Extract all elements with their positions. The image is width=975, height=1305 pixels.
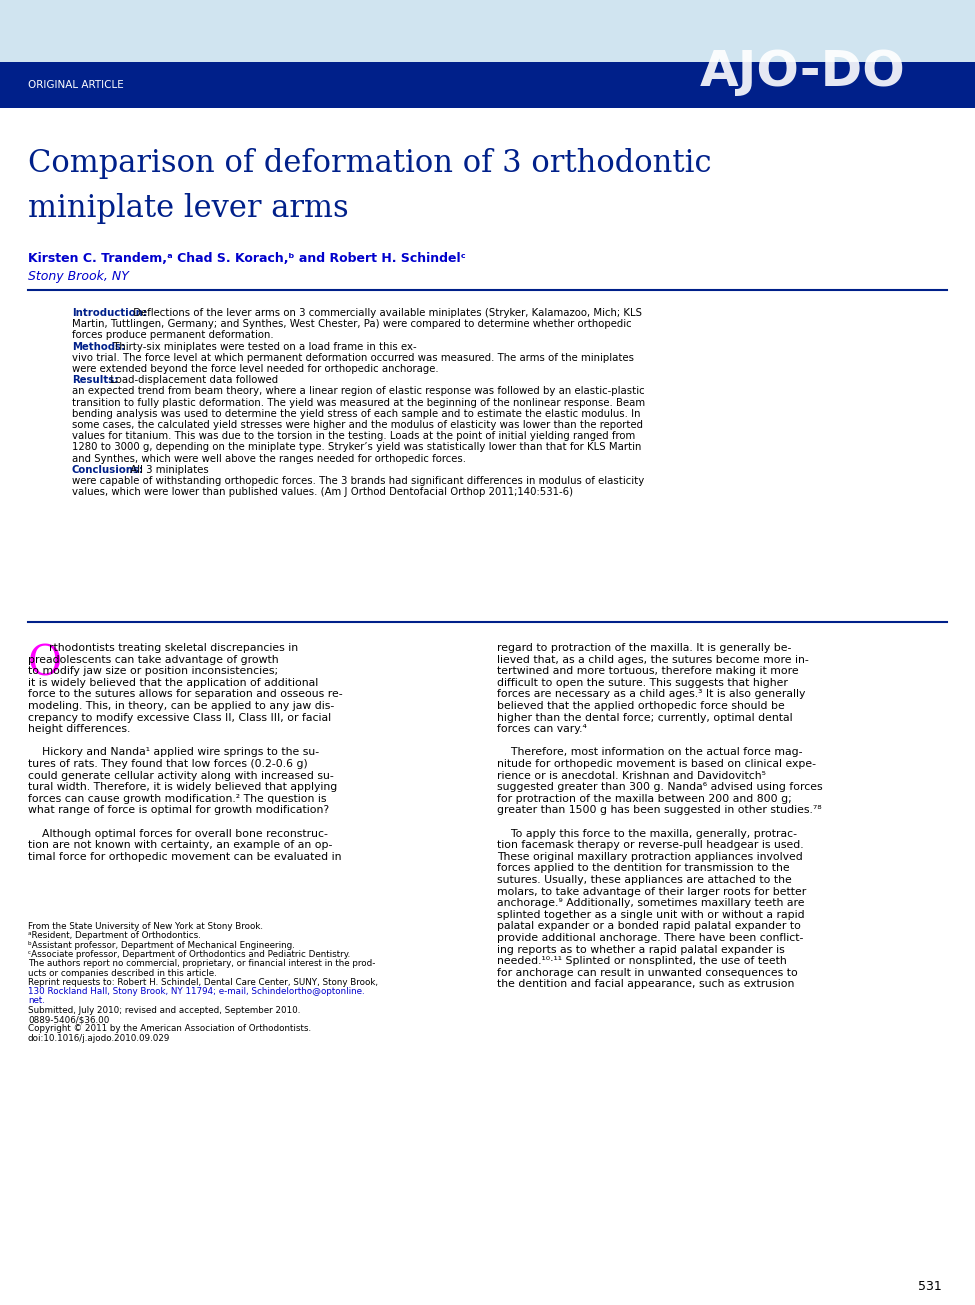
Text: bending analysis was used to determine the yield stress of each sample and to es: bending analysis was used to determine t… [72,408,641,419]
Text: to modify jaw size or position inconsistencies;: to modify jaw size or position inconsist… [28,666,278,676]
Text: provide additional anchorage. There have been conflict-: provide additional anchorage. There have… [497,933,803,944]
Text: it is widely believed that the application of additional: it is widely believed that the applicati… [28,677,318,688]
Text: Martin, Tuttlingen, Germany; and Synthes, West Chester, Pa) were compared to det: Martin, Tuttlingen, Germany; and Synthes… [72,320,632,329]
Text: miniplate lever arms: miniplate lever arms [28,193,349,224]
Text: needed.¹⁰·¹¹ Splinted or nonsplinted, the use of teeth: needed.¹⁰·¹¹ Splinted or nonsplinted, th… [497,957,787,966]
Text: tural width. Therefore, it is widely believed that applying: tural width. Therefore, it is widely bel… [28,782,337,792]
Text: forces produce permanent deformation.: forces produce permanent deformation. [72,330,277,341]
Text: timal force for orthopedic movement can be evaluated in: timal force for orthopedic movement can … [28,852,341,861]
Text: Results:: Results: [72,376,118,385]
Text: forces are necessary as a child ages.³ It is also generally: forces are necessary as a child ages.³ I… [497,689,805,699]
Text: values, which were lower than published values. (Am J Orthod Dentofacial Orthop : values, which were lower than published … [72,487,573,497]
Text: molars, to take advantage of their larger roots for better: molars, to take advantage of their large… [497,886,806,897]
Text: tertwined and more tortuous, therefore making it more: tertwined and more tortuous, therefore m… [497,666,799,676]
Text: for protraction of the maxilla between 200 and 800 g;: for protraction of the maxilla between 2… [497,793,792,804]
Text: Conclusions:: Conclusions: [72,465,144,475]
Text: Introduction:: Introduction: [72,308,147,318]
Text: 531: 531 [918,1280,942,1293]
Text: crepancy to modify excessive Class II, Class III, or facial: crepancy to modify excessive Class II, C… [28,713,332,723]
Text: Kirsten C. Trandem,ᵃ Chad S. Korach,ᵇ and Robert H. Schindelᶜ: Kirsten C. Trandem,ᵃ Chad S. Korach,ᵇ an… [28,252,466,265]
Text: palatal expander or a bonded rapid palatal expander to: palatal expander or a bonded rapid palat… [497,921,800,932]
Text: forces can cause growth modification.² The question is: forces can cause growth modification.² T… [28,793,327,804]
Text: rthodontists treating skeletal discrepancies in: rthodontists treating skeletal discrepan… [49,643,298,652]
Text: ucts or companies described in this article.: ucts or companies described in this arti… [28,968,216,977]
Text: From the State University of New York at Stony Brook.: From the State University of New York at… [28,923,263,930]
Text: splinted together as a single unit with or without a rapid: splinted together as a single unit with … [497,910,804,920]
Text: Reprint requests to: Robert H. Schindel, Dental Care Center, SUNY, Stony Brook,: Reprint requests to: Robert H. Schindel,… [28,977,378,987]
Text: All 3 miniplates: All 3 miniplates [127,465,209,475]
Text: vivo trial. The force level at which permanent deformation occurred was measured: vivo trial. The force level at which per… [72,352,634,363]
Text: tion facemask therapy or reverse-pull headgear is used.: tion facemask therapy or reverse-pull he… [497,840,803,850]
Text: lieved that, as a child ages, the sutures become more in-: lieved that, as a child ages, the suture… [497,655,808,664]
Text: and Synthes, which were well above the ranges needed for orthopedic forces.: and Synthes, which were well above the r… [72,454,469,463]
Text: forces applied to the dentition for transmission to the: forces applied to the dentition for tran… [497,864,790,873]
Text: force to the sutures allows for separation and osseous re-: force to the sutures allows for separati… [28,689,342,699]
Text: believed that the applied orthopedic force should be: believed that the applied orthopedic for… [497,701,785,711]
Text: O: O [28,642,62,684]
Text: To apply this force to the maxilla, generally, protrac-: To apply this force to the maxilla, gene… [497,829,797,839]
Text: net.: net. [28,997,45,1005]
Text: greater than 1500 g has been suggested in other studies.⁷⁸: greater than 1500 g has been suggested i… [497,805,822,816]
Text: ᶜAssociate professor, Department of Orthodontics and Pediatric Dentistry.: ᶜAssociate professor, Department of Orth… [28,950,350,959]
Text: rience or is anecdotal. Krishnan and Davidovitch⁵: rience or is anecdotal. Krishnan and Dav… [497,770,766,780]
Text: were capable of withstanding orthopedic forces. The 3 brands had significant dif: were capable of withstanding orthopedic … [72,476,644,485]
Text: ᵇAssistant professor, Department of Mechanical Engineering.: ᵇAssistant professor, Department of Mech… [28,941,294,950]
Text: These original maxillary protraction appliances involved: These original maxillary protraction app… [497,852,802,861]
Text: some cases, the calculated yield stresses were higher and the modulus of elastic: some cases, the calculated yield stresse… [72,420,643,431]
Text: transition to fully plastic deformation. The yield was measured at the beginning: transition to fully plastic deformation.… [72,398,645,407]
Text: were extended beyond the force level needed for orthopedic anchorage.: were extended beyond the force level nee… [72,364,442,375]
Text: Deflections of the lever arms on 3 commercially available miniplates (Stryker, K: Deflections of the lever arms on 3 comme… [130,308,642,318]
Text: Load-displacement data followed: Load-displacement data followed [107,376,278,385]
Text: Thirty-six miniplates were tested on a load frame in this ex-: Thirty-six miniplates were tested on a l… [110,342,416,351]
Text: ing reports as to whether a rapid palatal expander is: ing reports as to whether a rapid palata… [497,945,785,954]
Text: ORIGINAL ARTICLE: ORIGINAL ARTICLE [28,80,124,90]
Text: Hickory and Nanda¹ applied wire springs to the su-: Hickory and Nanda¹ applied wire springs … [28,748,319,757]
Text: ᵃResident, Department of Orthodontics.: ᵃResident, Department of Orthodontics. [28,932,201,941]
Text: nitude for orthopedic movement is based on clinical expe-: nitude for orthopedic movement is based … [497,760,816,769]
Text: tion are not known with certainty, an example of an op-: tion are not known with certainty, an ex… [28,840,332,850]
Text: Although optimal forces for overall bone reconstruc-: Although optimal forces for overall bone… [28,829,328,839]
Text: doi:10.1016/j.ajodo.2010.09.029: doi:10.1016/j.ajodo.2010.09.029 [28,1034,171,1043]
Text: could generate cellular activity along with increased su-: could generate cellular activity along w… [28,770,333,780]
Bar [0,0,975,63]
Text: values for titanium. This was due to the torsion in the testing. Loads at the po: values for titanium. This was due to the… [72,431,636,441]
Text: Copyright © 2011 by the American Association of Orthodontists.: Copyright © 2011 by the American Associa… [28,1024,311,1034]
Text: difficult to open the suture. This suggests that higher: difficult to open the suture. This sugge… [497,677,788,688]
Text: 0889-5406/$36.00: 0889-5406/$36.00 [28,1015,109,1024]
Text: The authors report no commercial, proprietary, or financial interest in the prod: The authors report no commercial, propri… [28,959,375,968]
Text: modeling. This, in theory, can be applied to any jaw dis-: modeling. This, in theory, can be applie… [28,701,334,711]
Text: Methods:: Methods: [72,342,125,351]
Text: preadolescents can take advantage of growth: preadolescents can take advantage of gro… [28,655,279,664]
Text: higher than the dental force; currently, optimal dental: higher than the dental force; currently,… [497,713,793,723]
Text: the dentition and facial appearance, such as extrusion: the dentition and facial appearance, suc… [497,979,795,989]
Text: suggested greater than 300 g. Nanda⁶ advised using forces: suggested greater than 300 g. Nanda⁶ adv… [497,782,823,792]
Text: Stony Brook, NY: Stony Brook, NY [28,270,129,283]
Text: forces can vary.⁴: forces can vary.⁴ [497,724,587,735]
Text: anchorage.⁹ Additionally, sometimes maxillary teeth are: anchorage.⁹ Additionally, sometimes maxi… [497,898,804,908]
Text: for anchorage can result in unwanted consequences to: for anchorage can result in unwanted con… [497,968,798,977]
Text: Submitted, July 2010; revised and accepted, September 2010.: Submitted, July 2010; revised and accept… [28,1006,300,1015]
Text: AJO-DO: AJO-DO [700,48,906,97]
Text: regard to protraction of the maxilla. It is generally be-: regard to protraction of the maxilla. It… [497,643,792,652]
Text: Comparison of deformation of 3 orthodontic: Comparison of deformation of 3 orthodont… [28,147,712,179]
Text: 1280 to 3000 g, depending on the miniplate type. Stryker’s yield was statistical: 1280 to 3000 g, depending on the minipla… [72,442,642,453]
Text: an expected trend from beam theory, where a linear region of elastic response wa: an expected trend from beam theory, wher… [72,386,644,397]
Text: what range of force is optimal for growth modification?: what range of force is optimal for growt… [28,805,330,816]
Bar [0,63,975,108]
Text: sutures. Usually, these appliances are attached to the: sutures. Usually, these appliances are a… [497,874,792,885]
Text: tures of rats. They found that low forces (0.2-0.6 g): tures of rats. They found that low force… [28,760,308,769]
Text: 130 Rockland Hall, Stony Brook, NY 11794; e-mail, Schindelortho@optonline.: 130 Rockland Hall, Stony Brook, NY 11794… [28,987,365,996]
Text: Therefore, most information on the actual force mag-: Therefore, most information on the actua… [497,748,802,757]
Text: height differences.: height differences. [28,724,131,735]
